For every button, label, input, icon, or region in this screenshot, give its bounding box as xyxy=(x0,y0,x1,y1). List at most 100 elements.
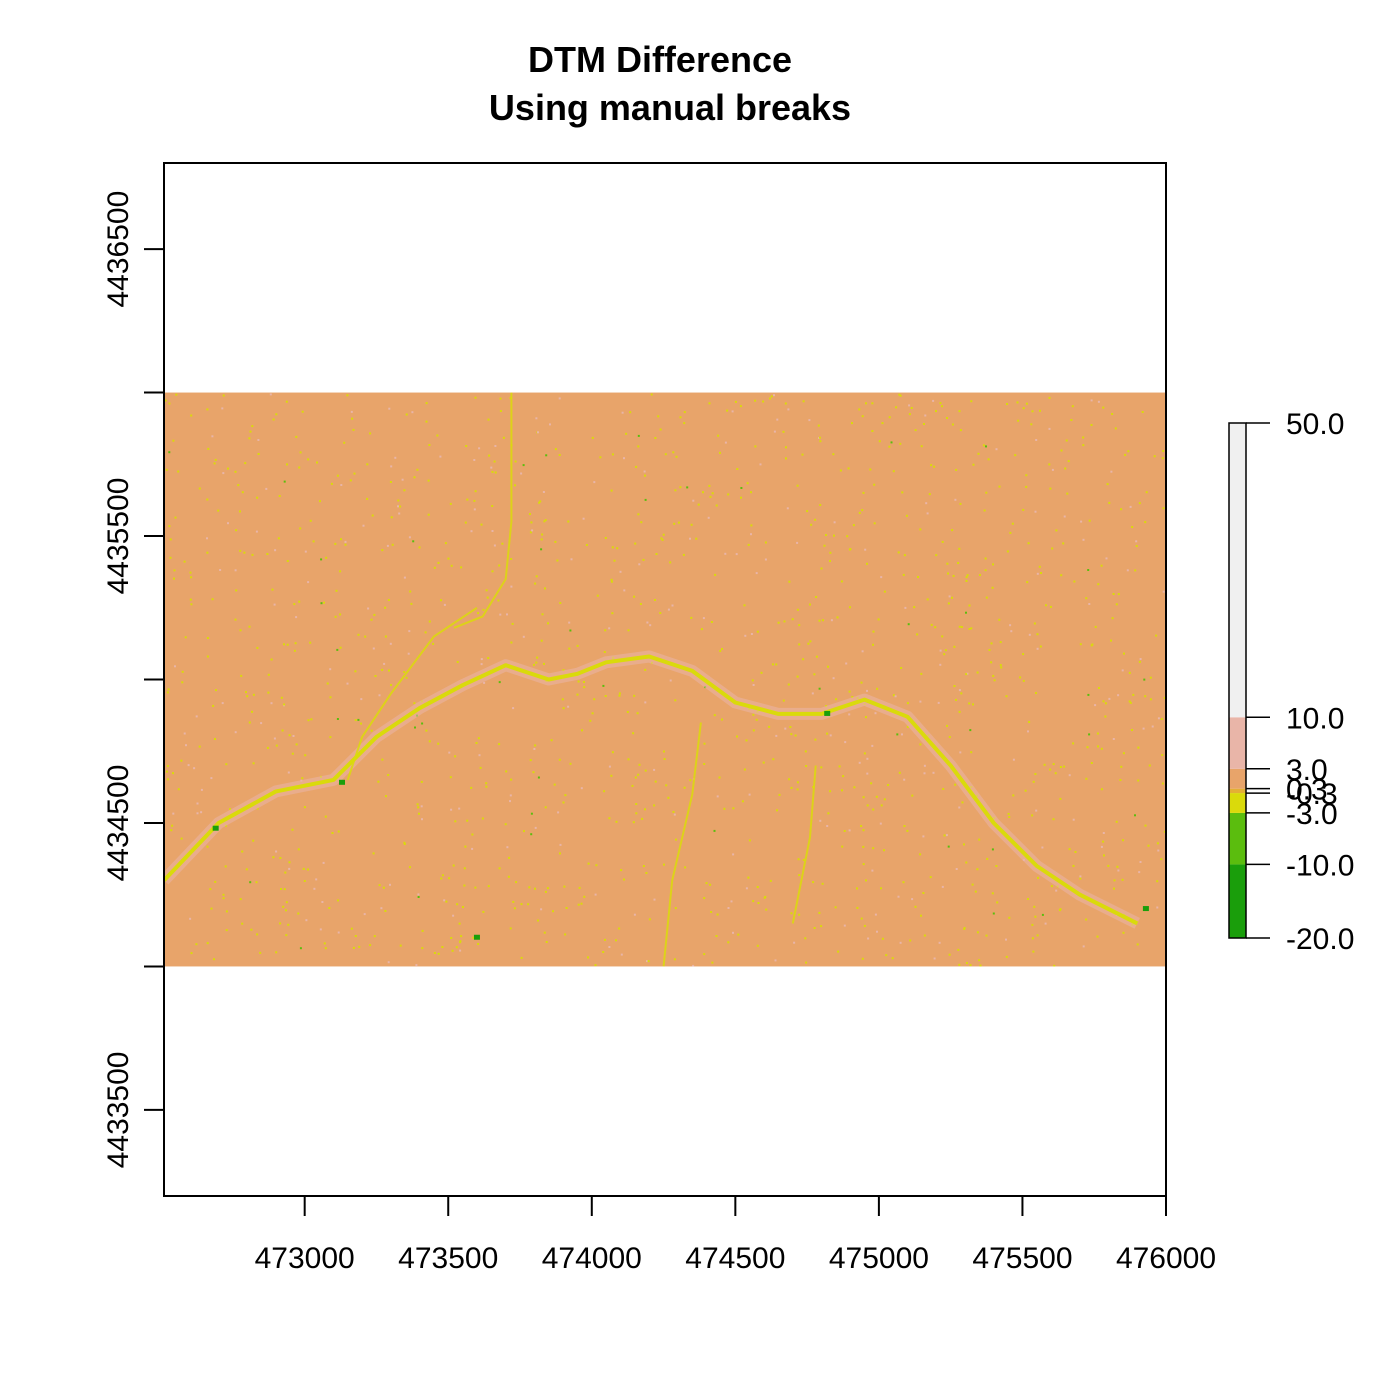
raster-speckle xyxy=(307,458,310,461)
raster-speckle xyxy=(313,887,316,890)
raster-speckle xyxy=(1034,915,1037,918)
raster-speckle xyxy=(594,964,597,967)
raster-speckle xyxy=(998,618,1001,621)
raster-speckle xyxy=(822,619,824,622)
raster-speckle xyxy=(443,603,446,606)
raster-speckle xyxy=(840,580,843,583)
raster-speckle xyxy=(653,898,656,901)
raster-speckle xyxy=(576,644,579,647)
raster-speckle xyxy=(206,537,208,540)
raster-speckle xyxy=(416,803,419,806)
raster-speckle xyxy=(493,460,496,463)
raster-speckle xyxy=(976,671,979,674)
raster-speckle xyxy=(1088,519,1091,522)
raster-speckle xyxy=(428,620,431,623)
raster-speckle xyxy=(1049,768,1052,771)
raster-speckle xyxy=(279,922,282,925)
raster-speckle xyxy=(870,782,873,785)
raster-speckle xyxy=(741,800,744,803)
raster-speckle xyxy=(563,885,566,888)
raster-speckle xyxy=(307,868,309,871)
raster-speckle xyxy=(933,957,936,960)
raster-speckle xyxy=(1036,647,1039,650)
raster-speckle xyxy=(337,830,340,833)
raster-speckle xyxy=(562,707,565,710)
raster-speckle xyxy=(381,668,384,671)
raster-speckle xyxy=(965,673,968,676)
raster-speckle xyxy=(168,451,171,454)
raster-speckle xyxy=(363,913,366,916)
raster-speckle xyxy=(479,766,482,769)
raster-speckle xyxy=(664,453,667,456)
raster-speckle xyxy=(1014,454,1017,457)
raster-speckle xyxy=(481,817,484,820)
raster-speckle xyxy=(947,602,950,605)
raster-speckle xyxy=(448,751,451,754)
raster-speckle xyxy=(450,937,453,939)
raster-speckle xyxy=(198,745,201,748)
raster-speckle xyxy=(286,560,289,562)
raster-speckle xyxy=(611,546,614,549)
raster-speckle xyxy=(820,766,823,769)
raster-speckle xyxy=(778,793,781,796)
raster-speckle xyxy=(252,693,255,696)
raster-speckle xyxy=(583,895,586,898)
raster-speckle xyxy=(833,521,836,524)
raster-speckle xyxy=(860,917,863,920)
raster-speckle xyxy=(1009,624,1012,627)
raster-speckle xyxy=(813,673,816,676)
raster-speckle xyxy=(174,665,176,668)
raster-speckle xyxy=(440,877,443,880)
raster-speckle xyxy=(234,569,237,572)
raster-speckle xyxy=(211,598,214,601)
raster-speckle xyxy=(425,402,428,405)
raster-speckle xyxy=(1071,405,1074,408)
raster-speckle xyxy=(288,867,291,870)
raster-speckle xyxy=(743,604,746,607)
raster-speckle xyxy=(237,484,240,487)
raster-speckle xyxy=(959,502,962,505)
raster-speckle xyxy=(716,795,719,798)
raster-speckle xyxy=(509,800,511,803)
raster-background xyxy=(164,392,1166,967)
raster-speckle xyxy=(1032,780,1035,783)
raster-speckle xyxy=(1113,887,1115,890)
chart-title: DTM Difference xyxy=(528,39,792,80)
raster-speckle xyxy=(611,453,614,456)
raster-speckle xyxy=(293,603,296,606)
raster-speckle xyxy=(862,845,865,848)
raster-speckle xyxy=(470,530,473,533)
raster-speckle xyxy=(1059,797,1062,800)
raster-speckle xyxy=(941,635,944,638)
raster-speckle xyxy=(323,942,326,945)
raster-speckle xyxy=(190,576,193,579)
raster-speckle xyxy=(734,400,737,403)
raster-speckle xyxy=(367,607,370,610)
raster-speckle xyxy=(480,523,483,526)
raster-speckle xyxy=(210,907,213,910)
raster-speckle xyxy=(316,461,318,464)
raster-speckle xyxy=(520,472,523,475)
raster-speckle xyxy=(274,549,277,552)
raster-speckle xyxy=(417,806,420,809)
raster-speckle xyxy=(935,554,938,557)
raster-speckle xyxy=(412,540,415,543)
raster-speckle xyxy=(901,733,903,736)
raster-speckle xyxy=(673,522,676,525)
raster-speckle xyxy=(589,719,592,722)
raster-speckle xyxy=(477,612,480,615)
raster-speckle xyxy=(947,845,950,848)
raster-speckle xyxy=(464,521,467,524)
raster-speckle xyxy=(851,422,853,425)
raster-speckle xyxy=(448,877,451,880)
raster-speckle xyxy=(1100,564,1103,567)
raster-speckle xyxy=(354,670,357,673)
raster-speckle xyxy=(256,646,259,649)
raster-speckle xyxy=(307,719,310,722)
raster-speckle xyxy=(897,895,900,898)
raster-speckle xyxy=(898,393,901,396)
raster-speckle xyxy=(902,881,905,884)
raster-speckle xyxy=(287,771,290,774)
raster-speckle xyxy=(557,811,560,814)
raster-speckle xyxy=(542,491,545,493)
